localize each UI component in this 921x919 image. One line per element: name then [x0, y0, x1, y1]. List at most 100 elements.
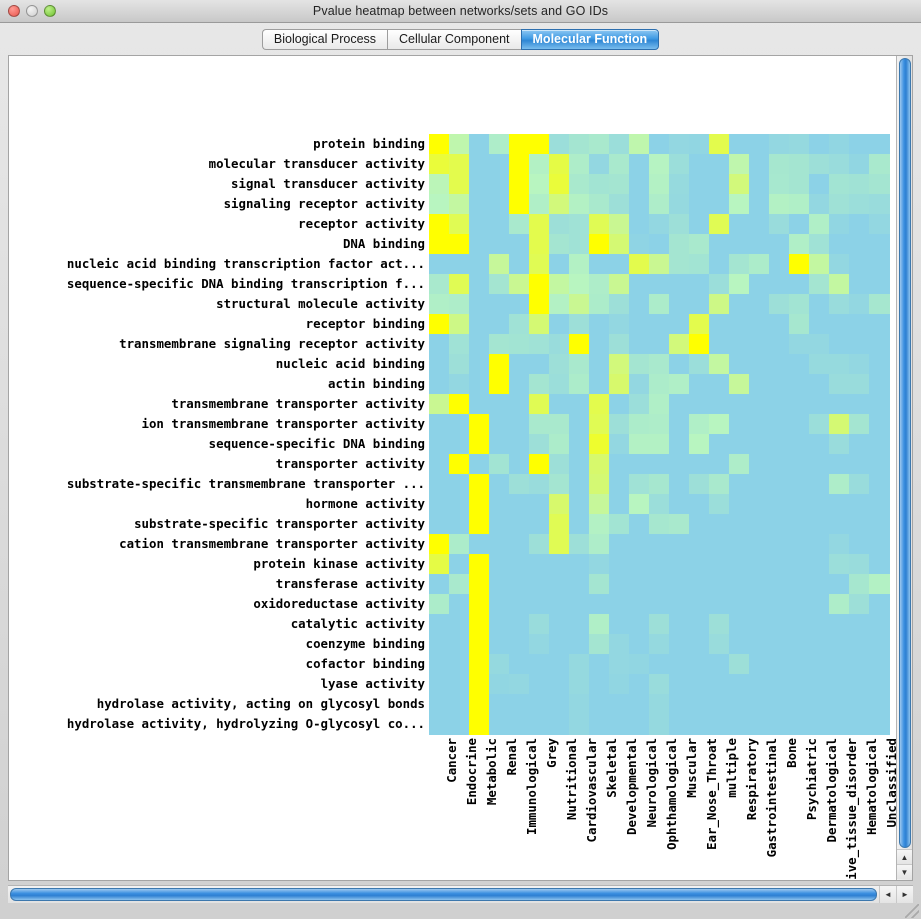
heatmap-cell[interactable] — [649, 594, 670, 615]
heatmap-cell[interactable] — [709, 514, 730, 535]
heatmap-cell[interactable] — [489, 494, 510, 515]
heatmap-cell[interactable] — [809, 574, 830, 595]
heatmap-cell[interactable] — [429, 534, 450, 555]
heatmap-cell[interactable] — [529, 394, 550, 415]
heatmap-cell[interactable] — [549, 254, 570, 275]
heatmap-cell[interactable] — [729, 434, 750, 455]
heatmap-cell[interactable] — [629, 594, 650, 615]
heatmap-cell[interactable] — [649, 154, 670, 175]
heatmap-cell[interactable] — [509, 714, 530, 735]
heatmap-cell[interactable] — [869, 294, 890, 315]
heatmap-cell[interactable] — [569, 394, 590, 415]
heatmap-cell[interactable] — [629, 214, 650, 235]
heatmap-cell[interactable] — [829, 274, 850, 295]
heatmap-cell[interactable] — [549, 314, 570, 335]
heatmap-cell[interactable] — [529, 294, 550, 315]
heatmap-cell[interactable] — [749, 334, 770, 355]
heatmap-cell[interactable] — [569, 334, 590, 355]
heatmap-cell[interactable] — [509, 454, 530, 475]
heatmap-cell[interactable] — [489, 394, 510, 415]
heatmap-cell[interactable] — [809, 554, 830, 575]
heatmap-cell[interactable] — [489, 374, 510, 395]
heatmap-cell[interactable] — [849, 674, 870, 695]
heatmap-cell[interactable] — [869, 654, 890, 675]
heatmap-cell[interactable] — [769, 654, 790, 675]
heatmap-cell[interactable] — [689, 714, 710, 735]
heatmap-cell[interactable] — [489, 234, 510, 255]
heatmap-cell[interactable] — [749, 434, 770, 455]
heatmap-cell[interactable] — [809, 634, 830, 655]
heatmap-cell[interactable] — [489, 334, 510, 355]
heatmap-cell[interactable] — [689, 694, 710, 715]
heatmap-cell[interactable] — [469, 214, 490, 235]
heatmap-cell[interactable] — [809, 674, 830, 695]
heatmap-cell[interactable] — [769, 614, 790, 635]
heatmap-cell[interactable] — [809, 174, 830, 195]
heatmap-cell[interactable] — [469, 534, 490, 555]
heatmap-cell[interactable] — [709, 414, 730, 435]
heatmap-cell[interactable] — [709, 714, 730, 735]
heatmap-cell[interactable] — [549, 554, 570, 575]
heatmap-cell[interactable] — [609, 194, 630, 215]
heatmap-cell[interactable] — [489, 454, 510, 475]
heatmap-cell[interactable] — [849, 234, 870, 255]
heatmap-cell[interactable] — [489, 654, 510, 675]
heatmap-cell[interactable] — [429, 134, 450, 155]
heatmap-cell[interactable] — [589, 454, 610, 475]
heatmap-cell[interactable] — [729, 554, 750, 575]
heatmap-cell[interactable] — [469, 134, 490, 155]
heatmap-cell[interactable] — [449, 394, 470, 415]
heatmap-cell[interactable] — [449, 354, 470, 375]
heatmap-cell[interactable] — [849, 374, 870, 395]
heatmap-cell[interactable] — [769, 214, 790, 235]
heatmap-cell[interactable] — [509, 234, 530, 255]
heatmap-cell[interactable] — [729, 134, 750, 155]
heatmap-cell[interactable] — [549, 134, 570, 155]
heatmap-cell[interactable] — [769, 154, 790, 175]
heatmap-cell[interactable] — [809, 434, 830, 455]
heatmap-cell[interactable] — [869, 174, 890, 195]
heatmap-cell[interactable] — [789, 554, 810, 575]
scroll-down-button[interactable]: ▼ — [896, 864, 912, 879]
heatmap-cell[interactable] — [669, 374, 690, 395]
heatmap-cell[interactable] — [709, 174, 730, 195]
heatmap-cell[interactable] — [649, 314, 670, 335]
heatmap-cell[interactable] — [549, 414, 570, 435]
heatmap-cell[interactable] — [689, 614, 710, 635]
heatmap-cell[interactable] — [669, 714, 690, 735]
heatmap-cell[interactable] — [469, 194, 490, 215]
heatmap-cell[interactable] — [869, 694, 890, 715]
heatmap-cell[interactable] — [589, 494, 610, 515]
heatmap-cell[interactable] — [869, 374, 890, 395]
heatmap-cell[interactable] — [469, 294, 490, 315]
heatmap-cell[interactable] — [789, 194, 810, 215]
heatmap-cell[interactable] — [809, 254, 830, 275]
heatmap-cell[interactable] — [849, 394, 870, 415]
heatmap-cell[interactable] — [529, 594, 550, 615]
heatmap-cell[interactable] — [809, 374, 830, 395]
heatmap-cell[interactable] — [569, 674, 590, 695]
heatmap-cell[interactable] — [509, 554, 530, 575]
heatmap-cell[interactable] — [809, 514, 830, 535]
heatmap-cell[interactable] — [629, 494, 650, 515]
heatmap-cell[interactable] — [849, 434, 870, 455]
heatmap-cell[interactable] — [589, 514, 610, 535]
heatmap-cell[interactable] — [609, 454, 630, 475]
heatmap-cell[interactable] — [449, 694, 470, 715]
heatmap-cell[interactable] — [749, 514, 770, 535]
heatmap-cell[interactable] — [769, 714, 790, 735]
heatmap-cell[interactable] — [529, 614, 550, 635]
heatmap-cell[interactable] — [629, 314, 650, 335]
heatmap-cell[interactable] — [449, 134, 470, 155]
heatmap-cell[interactable] — [769, 534, 790, 555]
heatmap-cell[interactable] — [729, 394, 750, 415]
heatmap-cell[interactable] — [849, 654, 870, 675]
heatmap-cell[interactable] — [669, 434, 690, 455]
heatmap-cell[interactable] — [609, 154, 630, 175]
heatmap-cell[interactable] — [709, 574, 730, 595]
heatmap-cell[interactable] — [429, 554, 450, 575]
heatmap-cell[interactable] — [729, 354, 750, 375]
heatmap-cell[interactable] — [529, 134, 550, 155]
heatmap-cell[interactable] — [749, 654, 770, 675]
heatmap-cell[interactable] — [489, 434, 510, 455]
